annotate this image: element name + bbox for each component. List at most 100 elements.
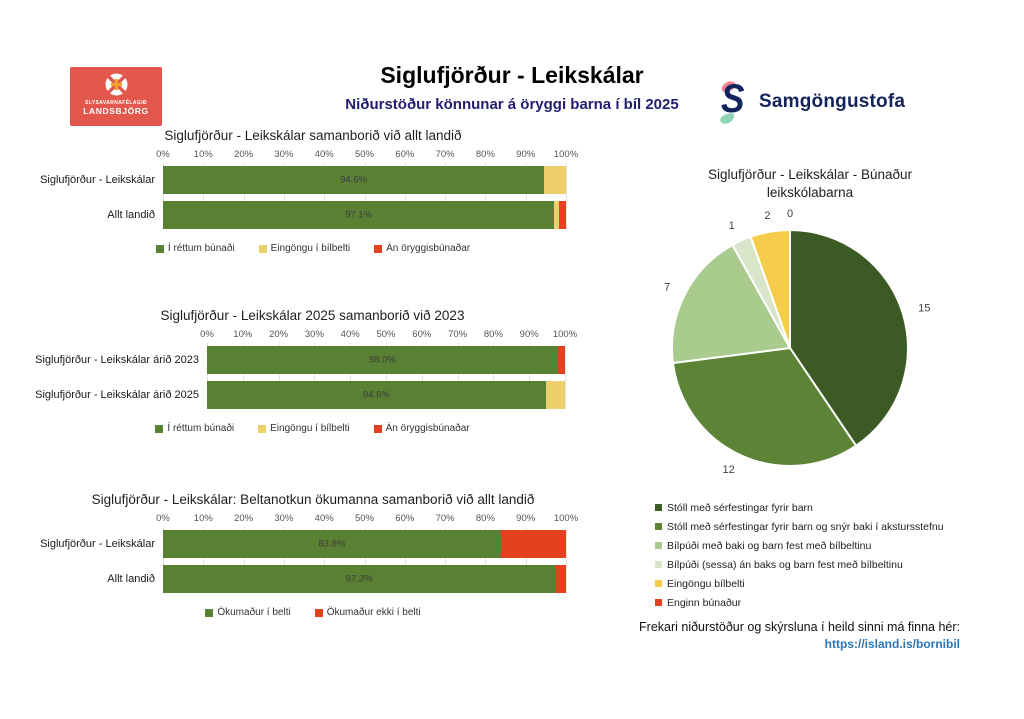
chart-title: Siglufjörður - Leikskálar samanborið við…: [164, 128, 462, 143]
bar-value-label: 94.6%: [340, 174, 368, 186]
gridline: [445, 163, 447, 229]
pie-legend-swatch: [655, 504, 662, 511]
bar-chart-seatbelt-drivers: Siglufjörður - Leikskálar: Beltanotkun ö…: [40, 492, 578, 618]
pie-value-label: 0: [787, 208, 793, 220]
pie-legend-swatch: [655, 580, 662, 587]
axis-tick-label: 40%: [340, 329, 360, 340]
legend-item: Án öryggisbúnaðar: [373, 423, 470, 434]
footer-link[interactable]: https://island.is/bornibil: [824, 637, 960, 651]
pie-legend-item: Stóll með sérfestingar fyrir barn: [655, 502, 944, 514]
legend-label: Án öryggisbúnaðar: [386, 243, 471, 254]
pie-legend-item: Eingöngu bílbelti: [655, 578, 944, 590]
gridline: [243, 163, 245, 229]
gridline: [485, 527, 487, 593]
axis-tick-label: 50%: [376, 329, 396, 340]
bar-value-label: 94.6%: [362, 389, 390, 401]
pie-legend-item: Bílpúði (sessa) án baks og barn fest með…: [655, 559, 944, 571]
samgongustofa-logo-text: Samgöngustofa: [759, 91, 906, 112]
chart-legend: Ökumaður í belti Ökumaður ekki í belti: [60, 607, 566, 618]
bar-segment: [545, 381, 565, 409]
gridline: [445, 527, 447, 593]
footer-text: Frekari niðurstöður og skýrsluna í heild…: [639, 620, 960, 634]
bar-chart-year-comparison: Siglufjörður - Leikskálar 2025 samanbori…: [35, 308, 577, 434]
gridline: [485, 163, 487, 229]
gridline: [364, 163, 366, 229]
gridline: [386, 343, 387, 409]
legend-label: Í réttum búnaði: [167, 243, 235, 254]
pie-legend-label: Enginn búnaður: [667, 597, 742, 609]
legend-swatch: [205, 608, 214, 617]
axis-tick-label: 30%: [274, 149, 294, 160]
legend-label: Ökumaður í belti: [217, 607, 291, 618]
pie-slice: [671, 243, 791, 364]
bar-row: Siglufjörður - Leikskálar 83.8%: [40, 530, 566, 558]
pie-legend-label: Stóll með sérfestingar fyrir barn: [667, 502, 813, 514]
pie-chart-title: Siglufjörður - Leikskálar - Búnaður leik…: [707, 167, 913, 201]
legend-item: Ökumaður ekki í belti: [314, 607, 421, 618]
chart-plot-area: 0% 10% 20% 30% 40% 50% 60% 70% 80% 90% 100% Sigluf…: [35, 329, 577, 409]
gridline: [566, 163, 567, 229]
axis-tick-label: 40%: [314, 513, 334, 524]
gridline: [243, 527, 245, 593]
axis-tick-label: 100%: [552, 329, 578, 340]
gridline: [242, 343, 244, 409]
bar-row: Siglufjörður - Leikskálar 94.6%: [40, 166, 566, 194]
bar-segment: 98.0%: [207, 346, 558, 374]
axis-tick-label: 80%: [483, 329, 503, 340]
chart-rows: Siglufjörður - Leikskálar árið 2023 98.0%…: [35, 343, 566, 409]
axis-tick-label: 90%: [516, 513, 536, 524]
pie-slice: [749, 229, 791, 349]
pie-legend-label: Eingöngu bílbelti: [667, 578, 745, 590]
bar-segment: 97.1%: [163, 201, 555, 229]
gridline: [404, 527, 406, 593]
bar-value-label: 97.3%: [345, 573, 373, 585]
pie-value-label: 7: [664, 282, 670, 294]
axis-tick-label: 70%: [448, 329, 468, 340]
legend-item: Í réttum búnaði: [155, 423, 234, 434]
pie-value-label: 15: [918, 303, 930, 315]
legend-swatch: [155, 244, 164, 253]
landsbjorg-logo-line2: LANDSBJÖRG: [83, 106, 149, 116]
gridline: [421, 343, 423, 409]
category-label: Siglufjörður - Leikskálar árið 2025: [35, 389, 199, 401]
bar-segment: 94.6%: [207, 381, 546, 409]
legend-swatch: [314, 608, 323, 617]
legend-item: Ökumaður í belti: [205, 607, 291, 618]
bar-segment: [554, 201, 559, 229]
pie-legend-item: Bílpúði með baki og barn fest með bílbel…: [655, 540, 944, 552]
gridlines: [163, 527, 567, 593]
axis-tick-label: 20%: [269, 329, 289, 340]
axis-tick-label: 40%: [314, 149, 334, 160]
legend-label: Ökumaður ekki í belti: [326, 607, 421, 618]
pie-chart-legend: Stóll með sérfestingar fyrir barn Stóll m…: [655, 502, 944, 609]
legend-label: Eingöngu í bílbelti: [270, 423, 350, 434]
gridline: [163, 527, 164, 593]
legend-swatch: [373, 424, 382, 433]
axis-tick-label: 0%: [200, 329, 214, 340]
samgongustofa-logo: S Samgöngustofa: [718, 77, 906, 126]
pie-legend-swatch: [655, 599, 662, 606]
bar-segment: 83.8%: [163, 530, 501, 558]
gridline: [207, 343, 208, 409]
pie-legend-swatch: [655, 561, 662, 568]
gridlines: [207, 343, 566, 409]
axis-tick-label: 70%: [435, 149, 455, 160]
gridlines: [163, 163, 567, 229]
bar-segment: [557, 346, 565, 374]
axis-tick-label: 100%: [553, 513, 579, 524]
bar-segment: 97.3%: [163, 565, 556, 593]
bar-segment: [555, 565, 566, 593]
axis-tick-label: 50%: [354, 513, 375, 524]
axis-tick-label: 0%: [156, 149, 170, 160]
axis-tick-label: 30%: [304, 329, 324, 340]
pie-legend-item: Stóll með sérfestingar fyrir barn og sný…: [655, 521, 944, 533]
chart-rows: Siglufjörður - Leikskálar 94.6% Allt landi…: [40, 163, 567, 229]
chart-title: Siglufjörður - Leikskálar: Beltanotkun ö…: [91, 492, 535, 507]
pie-legend-swatch: [655, 542, 662, 549]
pie-slice: [789, 229, 909, 447]
gridline: [457, 343, 459, 409]
gridline: [529, 343, 531, 409]
bar-segment: 94.6%: [163, 166, 545, 194]
page-title: Siglufjörður - Leikskálar: [380, 62, 644, 88]
bar-row: Allt landið 97.1%: [107, 201, 566, 229]
